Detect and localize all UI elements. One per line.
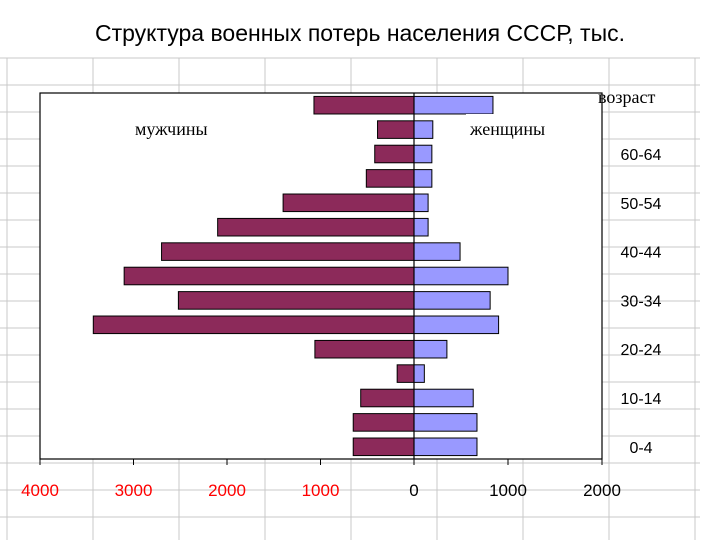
bar-men-35-39 [123,266,415,286]
bar-women-0-4 [413,437,478,457]
y-tick-label: 10-14 [621,391,662,408]
women-label-background [466,114,566,144]
bar-women-5-9 [413,413,478,432]
bar-men-70+ [313,95,415,115]
men-series [92,95,415,457]
bar-men-15-19 [396,364,415,383]
bar-women-55-59 [413,169,433,188]
y-axis-title: возраст [598,87,655,107]
x-axis-ticks: 4000 3000 2000 1000 0 1000 2000 [21,459,621,500]
bar-men-45-49 [217,217,415,237]
x-tick-label: 2000 [583,481,621,500]
bar-women-15-19 [413,364,425,383]
y-tick-label: 50-54 [621,196,662,213]
bar-men-10-14 [360,388,415,408]
slide-title: Структура военных потерь населения СССР,… [94,20,626,46]
bar-women-60-64 [413,144,433,164]
x-tick-label: 1000 [489,481,527,500]
bar-men-65-69 [377,120,415,139]
y-tick-label: 0-4 [629,440,652,457]
y-axis-ticks: 60-64 50-54 40-44 30-34 20-24 10-14 0-4 [621,147,662,457]
bar-women-25-29 [413,315,500,335]
bar-women-65-69 [413,120,434,139]
y-tick-label: 30-34 [621,293,662,310]
bar-women-30-34 [413,291,491,310]
y-tick-label: 20-24 [621,342,662,359]
bar-women-35-39 [413,266,509,286]
bar-men-30-34 [177,291,415,310]
bar-men-55-59 [365,169,415,188]
bar-women-40-44 [413,242,461,261]
x-tick-label: 1000 [302,481,340,500]
men-series-label: мужчины [135,119,208,139]
bar-women-70+ [413,95,494,115]
women-series [413,95,509,457]
x-tick-label: 2000 [208,481,246,500]
bar-men-5-9 [352,413,415,432]
x-tick-label: 3000 [115,481,153,500]
y-tick-label: 40-44 [621,245,662,262]
women-series-label: женщины [469,119,545,139]
bar-men-0-4 [352,437,415,457]
bar-men-60-64 [374,144,415,164]
bar-men-20-24 [314,339,415,359]
bar-women-20-24 [413,339,448,359]
bar-women-10-14 [413,388,474,408]
bar-men-50-54 [282,193,415,213]
bar-women-50-54 [413,193,429,213]
bar-men-25-29 [92,315,415,335]
y-tick-label: 60-64 [621,147,662,164]
x-tick-label: 0 [409,481,418,500]
x-tick-label: 4000 [21,481,59,500]
bar-men-40-44 [161,242,415,261]
bar-women-45-49 [413,217,429,237]
